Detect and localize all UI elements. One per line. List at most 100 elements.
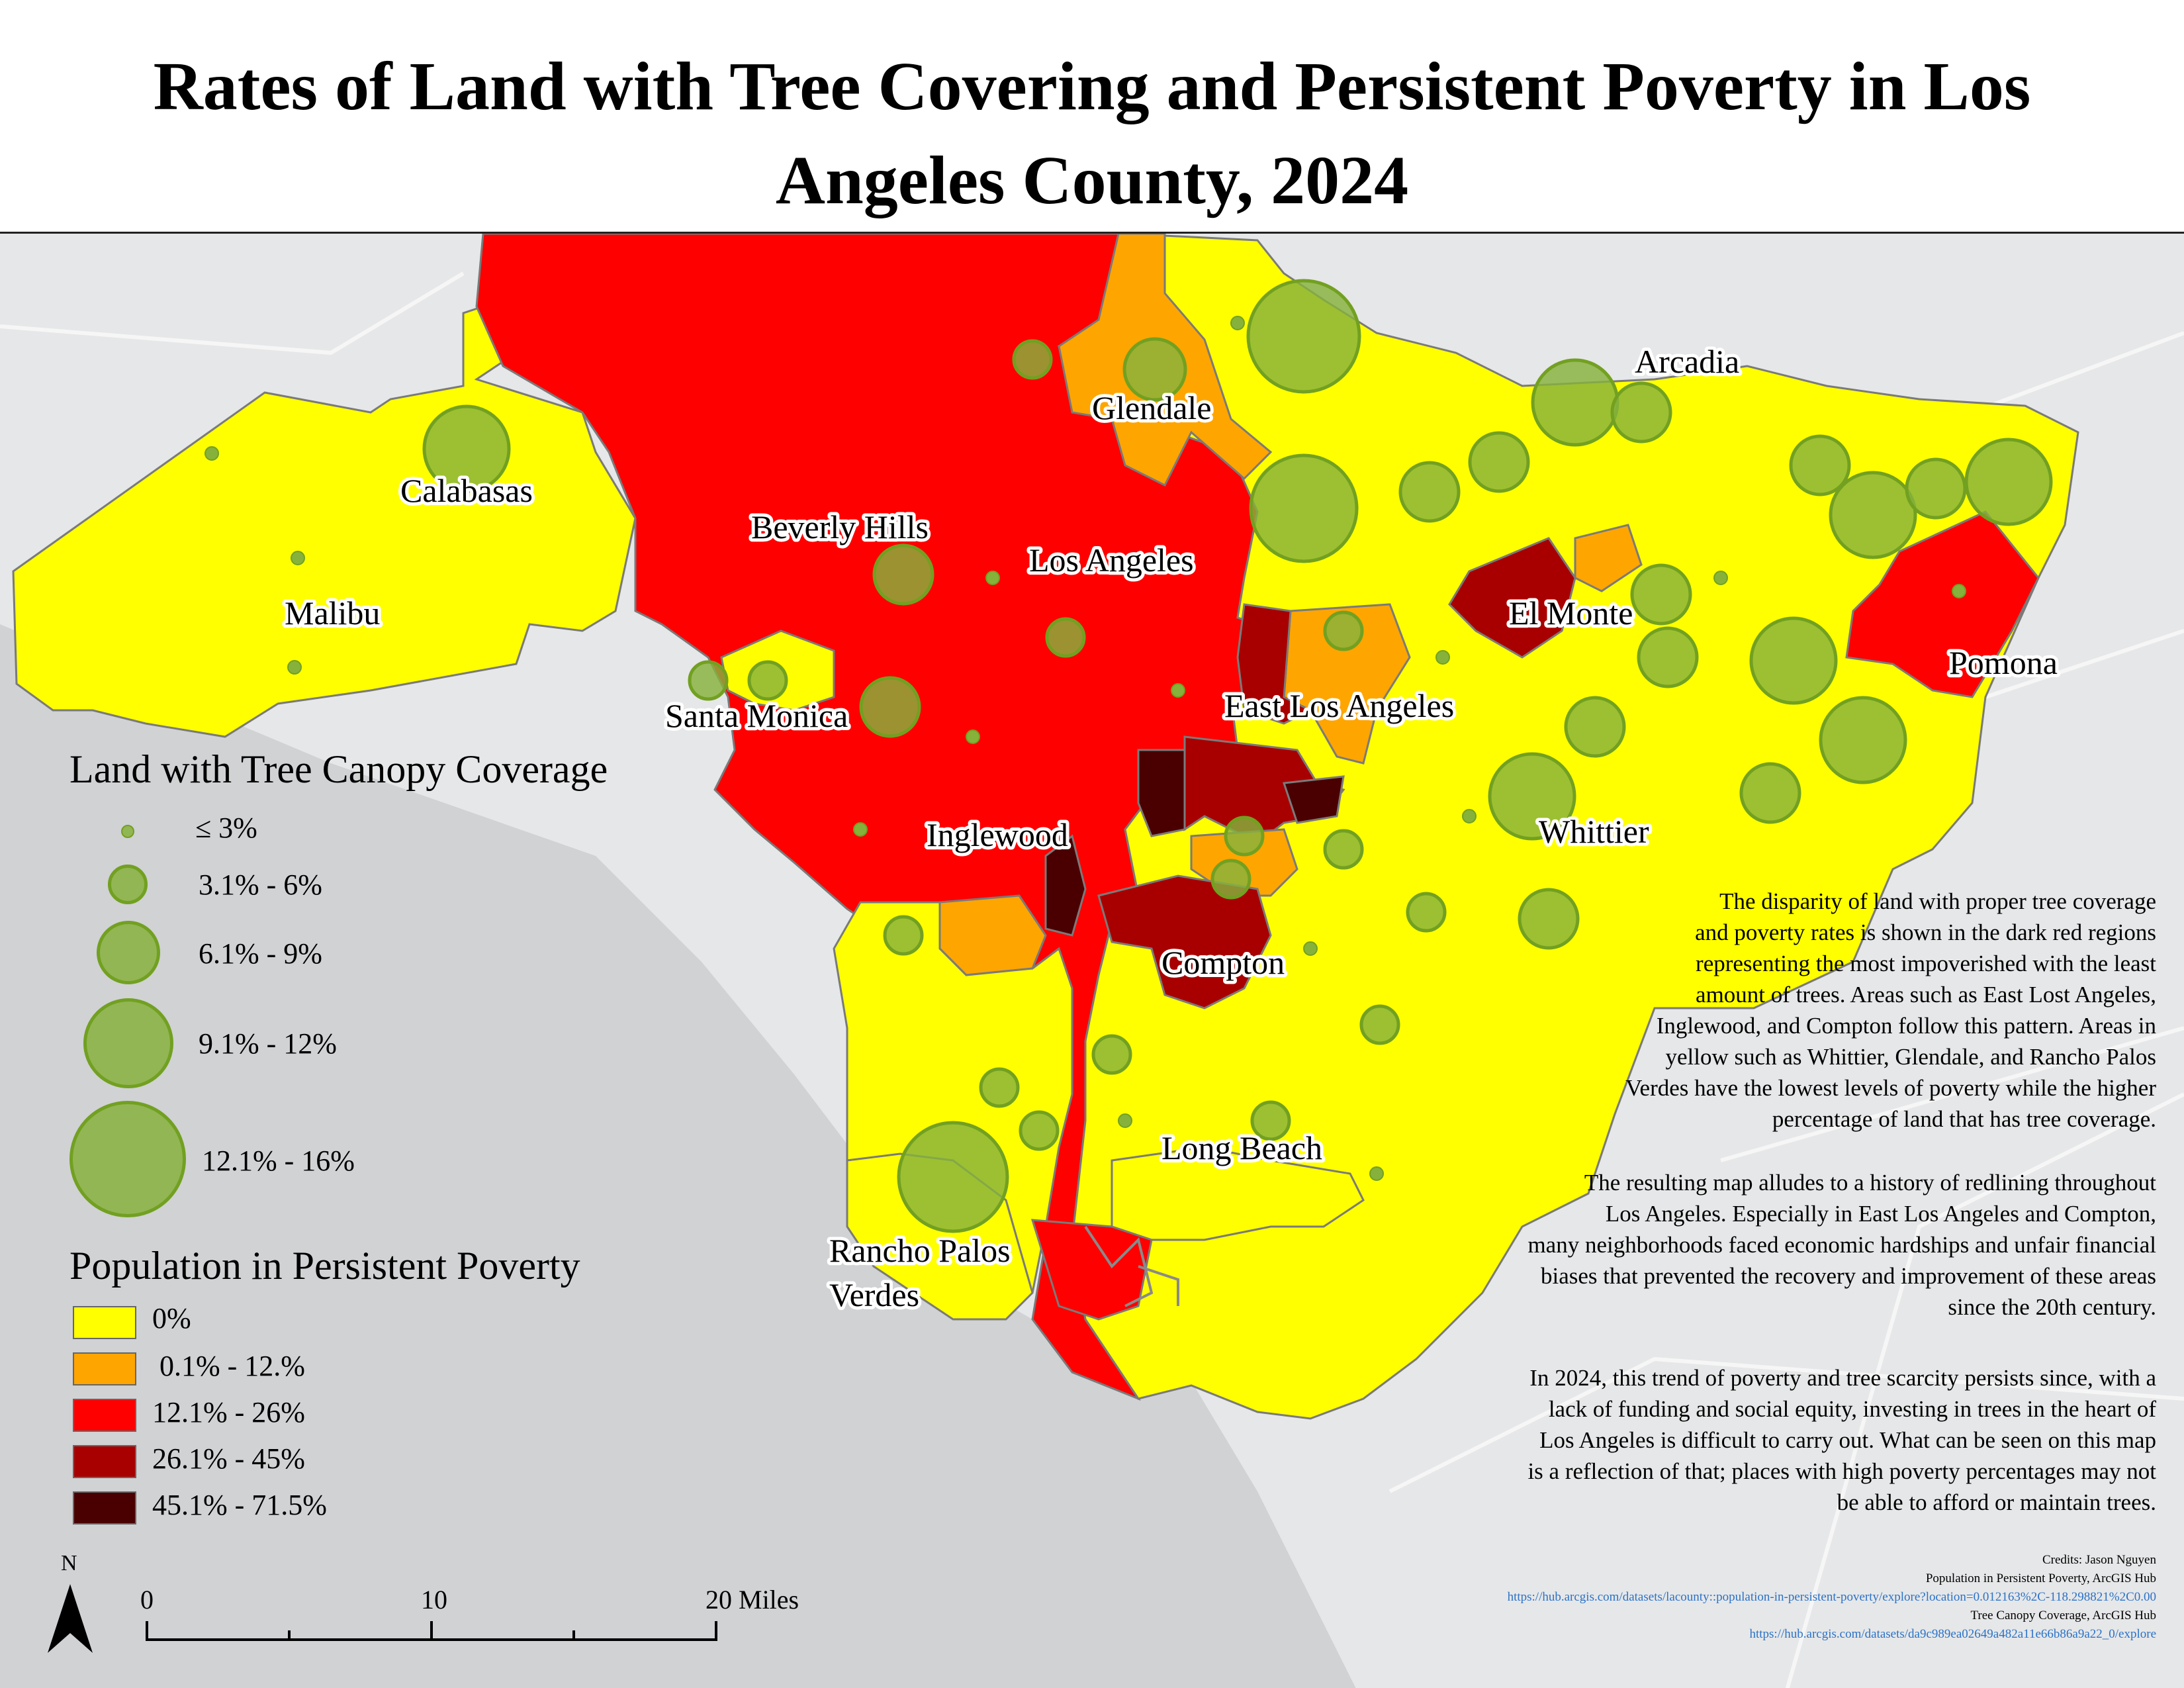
desc-line: biases that prevented the recovery and i… [1540,1263,2156,1289]
canopy-circle[interactable] [883,915,924,956]
credit-link-2[interactable]: https://hub.arcgis.com/datasets/da9c989e… [1749,1627,2156,1641]
canopy-circle[interactable] [1637,626,1699,688]
canopy-circle[interactable] [1630,563,1692,626]
canopy-circle[interactable] [1789,434,1851,496]
canopy-circle[interactable] [1249,453,1359,563]
credit-source-1: Population in Persistent Poverty, ArcGIS… [1925,1571,2156,1585]
canopy-circle[interactable] [1819,696,1907,784]
region-pomona[interactable] [1845,510,2040,698]
credit-source-2: Tree Canopy Coverage, ArcGIS Hub [1970,1609,2156,1622]
canopy-circle[interactable] [1518,888,1580,950]
canopy-legend-label-5: 12.1% - 16% [202,1145,355,1177]
region-south-la-maroon[interactable] [1137,749,1186,837]
canopy-circle[interactable] [1398,461,1461,523]
north-label: N [61,1551,77,1575]
region-south-la-maroon-2[interactable] [1282,775,1345,824]
canopy-circle[interactable] [1359,1004,1400,1045]
canopy-circle[interactable] [747,660,788,701]
canopy-legend-label-2: 3.1% - 6% [199,868,322,901]
canopy-circle[interactable] [1964,438,2053,526]
canopy-legend-circle-4 [83,998,173,1088]
canopy-circle[interactable] [422,404,511,493]
canopy-circle[interactable] [1012,339,1053,380]
canopy-legend-circle-5 [69,1101,186,1217]
desc-line: Los Angeles. Especially in East Los Ange… [1605,1201,2156,1227]
label-long-beach: Long Beach [1161,1129,1322,1166]
canopy-legend-title: Land with Tree Canopy Coverage [69,747,608,791]
canopy-circle[interactable] [1224,816,1265,857]
desc-line: since the 20th century. [1948,1294,2156,1320]
canopy-legend-label-1: ≤ 3% [195,812,257,844]
scale-tick-20: 20 Miles [705,1585,799,1615]
canopy-circle[interactable] [1905,457,1967,520]
canopy-circle[interactable] [1531,358,1619,447]
canopy-circle[interactable] [859,676,921,738]
canopy-circle[interactable] [1250,1100,1291,1141]
canopy-circle[interactable] [872,543,934,606]
canopy-legend-circle-3 [97,921,160,984]
canopy-legend-label-4: 9.1% - 12% [199,1027,337,1060]
canopy-circle[interactable] [1122,337,1187,402]
canopy-circle[interactable] [1739,762,1801,824]
description-paragraph-1: The disparity of land with proper tree c… [1388,886,2156,1135]
label-inglewood: Inglewood [927,816,1068,853]
map-canvas[interactable]: Calabasas Malibu Beverly Hills Los Angel… [0,234,2184,1688]
desc-line: representing the most impoverished with … [1696,951,2156,976]
poverty-legend-label-3: 12.1% - 26% [152,1396,305,1429]
map-frame[interactable]: Calabasas Malibu Beverly Hills Los Angel… [0,232,2184,1688]
poverty-legend-label-5: 45.1% - 71.5% [152,1489,327,1521]
canopy-circles[interactable] [422,279,2053,1233]
desc-line: In 2024, this trend of poverty and tree … [1529,1365,2156,1391]
canopy-circle[interactable] [1045,617,1086,658]
region-el-monte[interactable] [1448,537,1576,659]
canopy-circle[interactable] [1564,696,1626,758]
label-calabasas: Calabasas [400,472,533,509]
label-arcadia: Arcadia [1635,343,1739,380]
canopy-circle[interactable] [688,660,729,701]
credit-link-1[interactable]: https://hub.arcgis.com/datasets/lacounty… [1507,1590,2156,1604]
canopy-circle[interactable] [1323,610,1364,651]
label-glendale: Glendale [1092,389,1211,426]
desc-line: Verdes have the lowest levels of poverty… [1625,1075,2156,1101]
canopy-legend-circle-1 [121,825,134,838]
poverty-swatch-2 [73,1352,136,1385]
canopy-circle[interactable] [1610,381,1672,444]
desc-line: percentage of land that has tree coverag… [1772,1106,2156,1132]
region-east-la-darkred[interactable] [1236,603,1313,725]
canopy-legend-circle-2 [108,865,148,904]
canopy-circle[interactable] [1468,431,1530,493]
canopy-circle[interactable] [979,1067,1020,1108]
canopy-circle[interactable] [1749,616,1838,705]
desc-line: amount of trees. Areas such as East Lost… [1696,982,2156,1008]
map-title-line1: Rates of Land with Tree Covering and Per… [153,48,2031,124]
label-rancho-palos: Rancho Palos [829,1232,1011,1269]
description-paragraph-3: In 2024, this trend of poverty and tree … [1388,1362,2156,1518]
canopy-circle[interactable] [1210,859,1251,900]
label-compton: Compton [1161,944,1285,981]
canopy-circle[interactable] [1019,1110,1060,1151]
map-title-line2: Angeles County, 2024 [775,142,1409,218]
canopy-circle[interactable] [1406,892,1447,933]
canopy-circle[interactable] [1829,471,1917,559]
region-port[interactable] [1030,1219,1153,1321]
canopy-circle[interactable] [1323,829,1364,870]
poverty-swatch-1 [73,1306,136,1339]
poverty-legend-label-2: 0.1% - 12.% [152,1350,305,1382]
north-arrow-icon [48,1584,93,1653]
scale-tick-0: 0 [140,1585,154,1615]
description-paragraph-2: The resulting map alludes to a history o… [1388,1167,2156,1323]
scale-bar [146,1621,717,1641]
desc-line: is a reflection of that; places with hig… [1527,1458,2156,1484]
canopy-circle[interactable] [1091,1034,1132,1075]
desc-line: be able to afford or maintain trees. [1837,1489,2156,1515]
label-east-los-angeles: East Los Angeles [1224,687,1454,724]
poverty-swatch-4 [73,1445,136,1478]
region-inglewood-maroon[interactable] [1044,834,1087,937]
canopy-circle[interactable] [1488,752,1576,841]
region-el-monte-orange[interactable] [1574,524,1643,592]
canopy-circle[interactable] [897,1121,1009,1233]
canopy-circle[interactable] [1246,279,1361,394]
label-malibu: Malibu [285,594,380,632]
canopy-dots [205,316,1966,1181]
scale-tick-10: 10 [421,1585,447,1615]
